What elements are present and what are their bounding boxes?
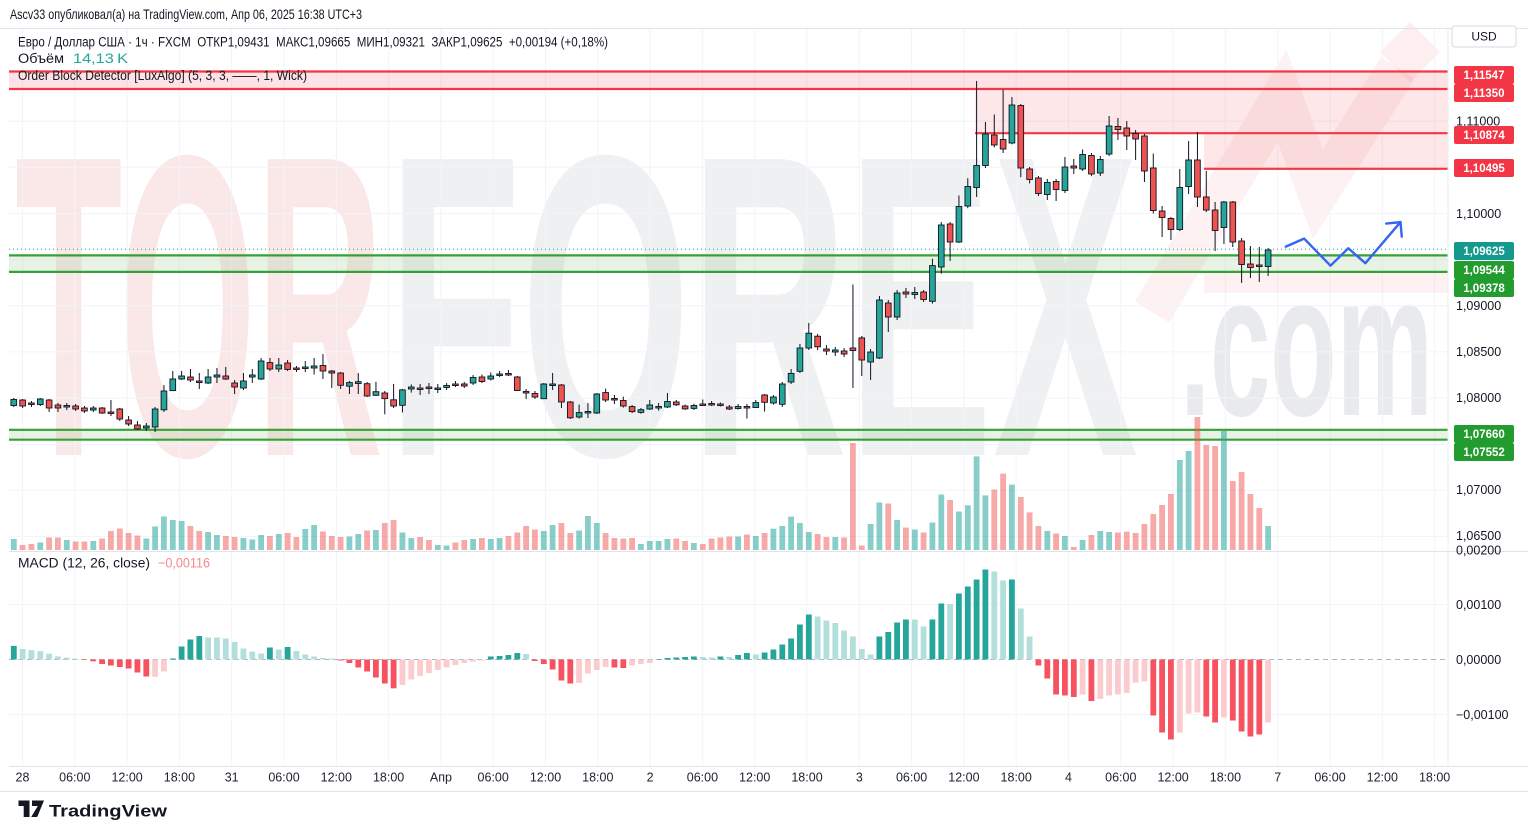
svg-text:14,13 K: 14,13 K [73, 51, 128, 66]
svg-text:1,10495: 1,10495 [1463, 163, 1505, 175]
svg-text:18:00: 18:00 [164, 771, 195, 785]
svg-text:4: 4 [1065, 771, 1072, 785]
svg-text:Евро / Доллар США · 1ч · FXCM: Евро / Доллар США · 1ч · FXCM ОТКР1,0943… [18, 35, 608, 50]
svg-text:1,09378: 1,09378 [1463, 283, 1505, 295]
svg-text:1,08500: 1,08500 [1456, 345, 1501, 359]
svg-text:Объём: Объём [18, 51, 64, 66]
svg-text:1,09544: 1,09544 [1463, 265, 1505, 277]
svg-text:06:00: 06:00 [896, 771, 927, 785]
svg-text:28: 28 [16, 771, 30, 785]
svg-text:06:00: 06:00 [478, 771, 509, 785]
svg-text:TradingView: TradingView [49, 803, 167, 821]
svg-text:0,00100: 0,00100 [1456, 598, 1501, 612]
svg-text:1,07552: 1,07552 [1463, 447, 1505, 459]
svg-text:7: 7 [1274, 771, 1281, 785]
svg-text:18:00: 18:00 [373, 771, 404, 785]
svg-text:12:00: 12:00 [948, 771, 979, 785]
svg-text:2: 2 [647, 771, 654, 785]
svg-text:12:00: 12:00 [739, 771, 770, 785]
svg-text:06:00: 06:00 [59, 771, 90, 785]
svg-text:1,07660: 1,07660 [1463, 429, 1505, 441]
svg-text:FOREX: FOREX [388, 67, 1139, 547]
svg-text:0,00000: 0,00000 [1456, 653, 1501, 667]
svg-text:18:00: 18:00 [1419, 771, 1450, 785]
svg-text:06:00: 06:00 [268, 771, 299, 785]
svg-text:06:00: 06:00 [1105, 771, 1136, 785]
svg-text:18:00: 18:00 [582, 771, 613, 785]
svg-text:12:00: 12:00 [1367, 771, 1398, 785]
svg-text:.com: .com [1180, 230, 1433, 459]
svg-text:06:00: 06:00 [687, 771, 718, 785]
svg-text:12:00: 12:00 [530, 771, 561, 785]
svg-text:0,00200: 0,00200 [1456, 544, 1501, 558]
svg-text:MACD (12, 26, close): MACD (12, 26, close) [18, 556, 150, 571]
svg-text:Order Block Detector [LuxAlgo]: Order Block Detector [LuxAlgo] (5, 3, 3,… [18, 68, 307, 83]
svg-text:3: 3 [856, 771, 863, 785]
svg-text:1,11547: 1,11547 [1464, 70, 1505, 82]
svg-text:USD: USD [1471, 30, 1497, 44]
svg-text:1,08000: 1,08000 [1456, 391, 1501, 405]
svg-text:12:00: 12:00 [321, 771, 352, 785]
svg-text:18:00: 18:00 [791, 771, 822, 785]
svg-text:18:00: 18:00 [1001, 771, 1032, 785]
svg-text:1,10874: 1,10874 [1463, 130, 1505, 142]
svg-text:18:00: 18:00 [1210, 771, 1241, 785]
svg-text:−0,00100: −0,00100 [1456, 708, 1509, 722]
svg-text:1,09000: 1,09000 [1456, 299, 1501, 313]
svg-text:1,09625: 1,09625 [1463, 246, 1505, 258]
svg-text:TOR: TOR [15, 67, 383, 547]
svg-text:1,06500: 1,06500 [1456, 529, 1501, 543]
svg-text:Ascv33 опубликовал(а) на Tradi: Ascv33 опубликовал(а) на TradingView.com… [10, 6, 362, 22]
svg-text:12:00: 12:00 [111, 771, 142, 785]
svg-text:1,07000: 1,07000 [1456, 483, 1501, 497]
svg-text:Апр: Апр [430, 771, 452, 785]
svg-text:−0,00116: −0,00116 [158, 556, 210, 571]
svg-text:1,11350: 1,11350 [1464, 88, 1505, 100]
svg-text:1,11000: 1,11000 [1456, 115, 1500, 129]
svg-text:12:00: 12:00 [1157, 771, 1188, 785]
svg-text:1,10000: 1,10000 [1456, 207, 1501, 221]
svg-text:31: 31 [225, 771, 239, 785]
svg-text:06:00: 06:00 [1314, 771, 1345, 785]
